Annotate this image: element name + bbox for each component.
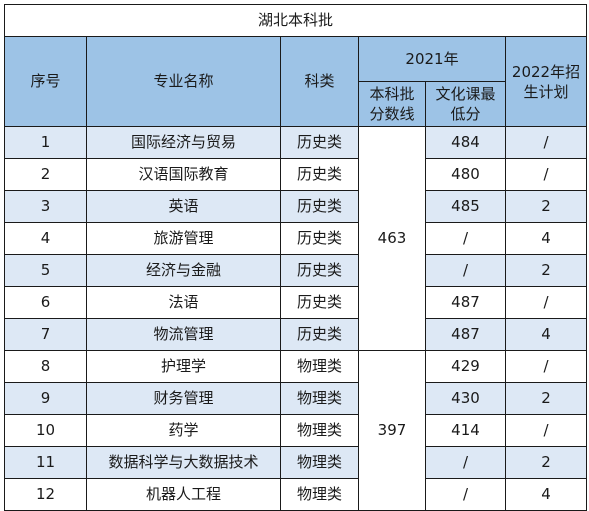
table-cell-category: 历史类 [280,222,359,255]
table-cell-seq: 6 [4,286,87,319]
table-cell-category: 历史类 [280,190,359,223]
table-cell-category: 物理类 [280,382,359,415]
table-cell-seq: 3 [4,190,87,223]
table-cell-plan: / [505,158,587,191]
table-cell-min-score: / [425,254,506,287]
table-cell-category: 物理类 [280,446,359,479]
header-plan-2022-line2: 生计划 [523,82,569,101]
table-cell-seq: 10 [4,414,87,447]
table-cell-seq: 9 [4,382,87,415]
header-plan-2022-line1: 2022年招 [511,62,581,81]
table-cell-min-score: 430 [425,382,506,415]
admission-table: 湖北本科批 序号 专业名称 科类 2021年 2022年招 生计划 本科批 分数… [4,4,587,511]
header-batch-line-2: 分数线 [369,105,415,123]
table-title: 湖北本科批 [4,4,587,37]
table-cell-major: 英语 [86,190,281,223]
table-cell-category: 历史类 [280,286,359,319]
table-cell-min-score: 414 [425,414,506,447]
table-cell-plan: 4 [505,222,587,255]
table-cell-major: 旅游管理 [86,222,281,255]
table-cell-category: 历史类 [280,158,359,191]
header-category: 科类 [280,36,359,127]
table-cell-category: 物理类 [280,478,359,511]
table-cell-category: 物理类 [280,414,359,447]
table-cell-plan: / [505,286,587,319]
table-cell-seq: 5 [4,254,87,287]
table-cell-plan: / [505,350,587,383]
header-seq: 序号 [4,36,87,127]
table-cell-major: 财务管理 [86,382,281,415]
table-cell-plan: 2 [505,254,587,287]
table-cell-batch-line-history: 463 [358,126,426,351]
table-cell-min-score: 429 [425,350,506,383]
table-cell-min-score: 484 [425,126,506,159]
table-cell-category: 历史类 [280,318,359,351]
table-cell-major: 数据科学与大数据技术 [86,446,281,479]
table-cell-plan: 2 [505,446,587,479]
table-cell-seq: 1 [4,126,87,159]
table-cell-plan: 4 [505,478,587,511]
table-cell-major: 药学 [86,414,281,447]
table-cell-seq: 8 [4,350,87,383]
table-cell-category: 历史类 [280,126,359,159]
table-cell-major: 机器人工程 [86,478,281,511]
table-cell-plan: / [505,414,587,447]
table-cell-major: 经济与金融 [86,254,281,287]
table-cell-major: 法语 [86,286,281,319]
table-cell-min-score: 485 [425,190,506,223]
table-cell-min-score: 487 [425,318,506,351]
table-cell-seq: 12 [4,478,87,511]
header-min-score-2: 低分 [450,105,481,123]
table-cell-plan: 2 [505,382,587,415]
table-cell-min-score: / [425,446,506,479]
table-cell-plan: 4 [505,318,587,351]
table-cell-major: 国际经济与贸易 [86,126,281,159]
table-cell-major: 物流管理 [86,318,281,351]
header-year-2021: 2021年 [358,36,506,82]
header-batch-line: 本科批 分数线 [358,81,426,127]
table-cell-seq: 2 [4,158,87,191]
table-cell-plan: 2 [505,190,587,223]
table-cell-plan: / [505,126,587,159]
table-cell-batch-line-physics: 397 [358,350,426,511]
admission-score-sheet: 湖北本科批 序号 专业名称 科类 2021年 2022年招 生计划 本科批 分数… [4,4,587,511]
table-cell-min-score: 480 [425,158,506,191]
table-cell-seq: 11 [4,446,87,479]
header-batch-line-1: 本科批 [369,85,415,103]
table-cell-seq: 7 [4,318,87,351]
table-cell-major: 护理学 [86,350,281,383]
table-cell-major: 汉语国际教育 [86,158,281,191]
header-plan-2022: 2022年招 生计划 [505,36,587,127]
table-cell-min-score: / [425,478,506,511]
header-major: 专业名称 [86,36,281,127]
header-min-score-1: 文化课最 [435,85,496,103]
table-cell-seq: 4 [4,222,87,255]
table-cell-category: 物理类 [280,350,359,383]
table-cell-min-score: 487 [425,286,506,319]
header-min-score: 文化课最 低分 [425,81,506,127]
table-cell-category: 历史类 [280,254,359,287]
table-cell-min-score: / [425,222,506,255]
